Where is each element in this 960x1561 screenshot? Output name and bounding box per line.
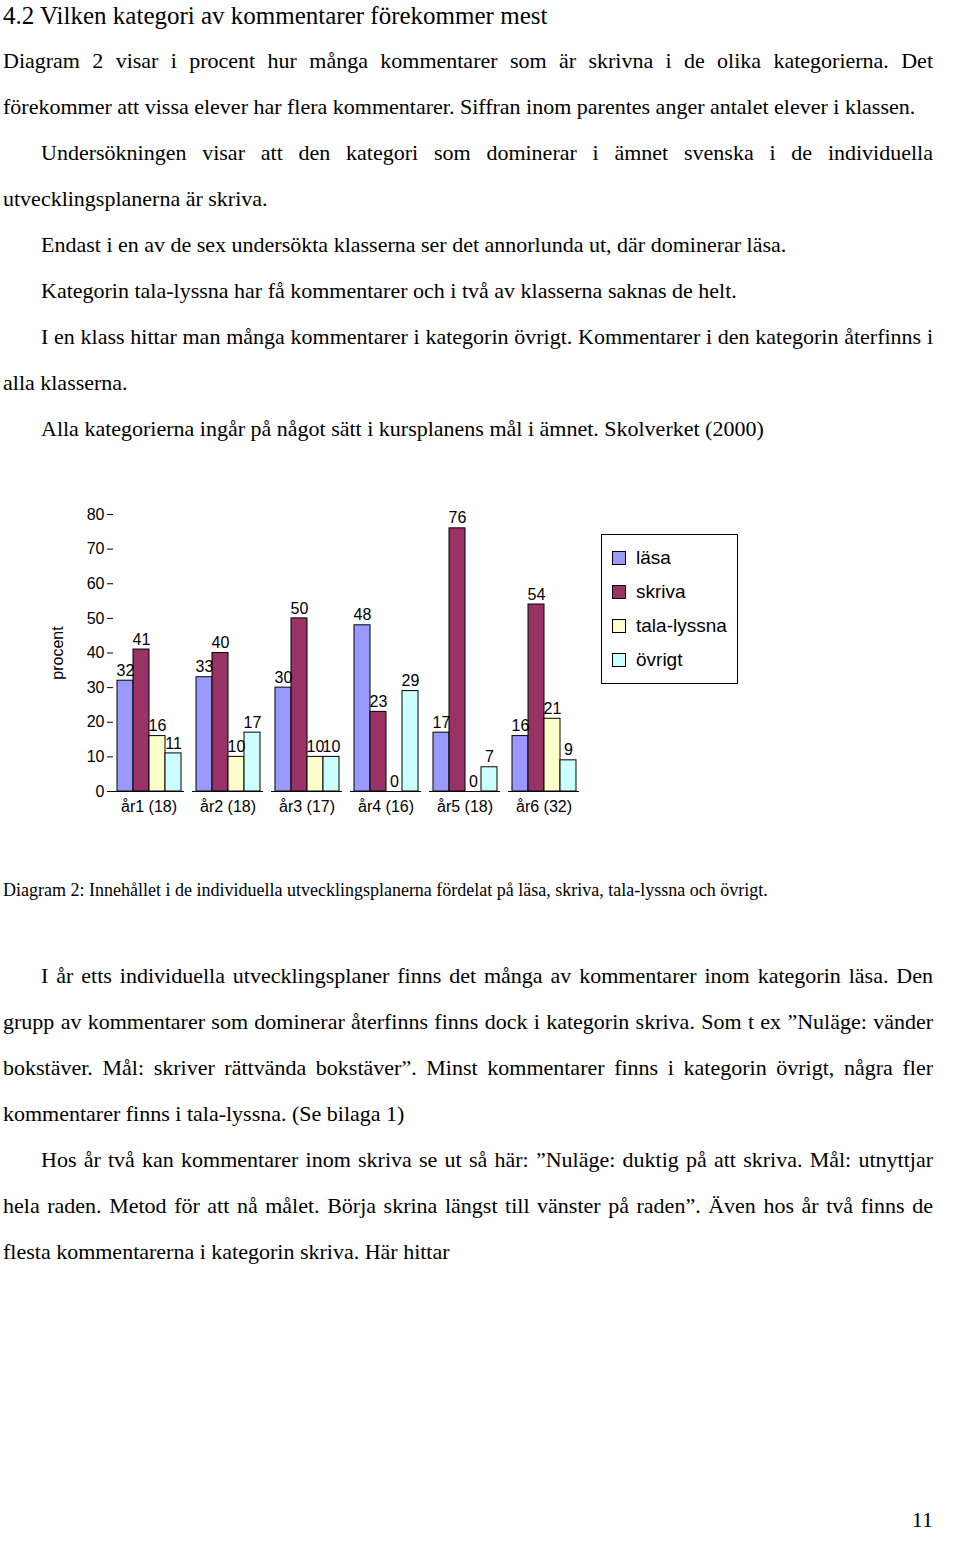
svg-text:70: 70 (87, 540, 105, 557)
svg-text:10: 10 (87, 748, 105, 765)
html-text:11: 11 (911, 1507, 933, 1532)
svg-text:41: 41 (133, 631, 151, 648)
html-text:Kategorin tala-lyssna har få k: Kategorin tala-lyssna har få kommentarer… (41, 278, 737, 303)
html-text:Endast i en av de sex undersök: Endast i en av de sex undersökta klasser… (41, 232, 787, 257)
svg-text:48: 48 (354, 606, 372, 623)
svg-text:9: 9 (564, 741, 573, 758)
svg-text:17: 17 (433, 714, 451, 731)
svg-text:0: 0 (96, 783, 105, 800)
svg-text:10: 10 (306, 738, 325, 755)
svg-text:år3 (17): år3 (17) (279, 798, 335, 815)
svg-text:32: 32 (117, 662, 135, 679)
svg-text:10: 10 (228, 738, 246, 755)
svg-text:20: 20 (87, 713, 105, 730)
html-text:4.2 Vilken kategori av komment: 4.2 Vilken kategori av kommentarer förek… (3, 2, 548, 29)
html-text:Alla kategorierna ingår på någ: Alla kategorierna ingår på något sätt i … (41, 416, 764, 441)
svg-text:17: 17 (244, 714, 262, 731)
svg-text:16: 16 (512, 717, 530, 734)
svg-text:0: 0 (390, 773, 399, 790)
html-text:läsa: läsa (636, 546, 671, 568)
svg-text:11: 11 (165, 735, 182, 752)
svg-text:år4 (16): år4 (16) (358, 798, 414, 815)
svg-text:33: 33 (196, 658, 214, 675)
svg-text:40: 40 (212, 634, 230, 651)
svg-text:år5 (18): år5 (18) (437, 798, 493, 815)
svg-text:54: 54 (528, 586, 546, 603)
svg-text:år2 (18): år2 (18) (200, 798, 256, 815)
svg-text:50: 50 (87, 609, 105, 626)
svg-text:29: 29 (402, 672, 420, 689)
html-text:tala-lyssna: tala-lyssna (636, 614, 727, 636)
html-text:Undersökningen visar att den k: Undersökningen visar att den kategori so… (3, 140, 933, 211)
svg-text:7: 7 (485, 748, 494, 765)
svg-text:10: 10 (323, 738, 341, 755)
svg-text:år6 (32): år6 (32) (516, 798, 572, 815)
svg-text:76: 76 (449, 509, 467, 526)
svg-text:60: 60 (87, 575, 105, 592)
html-text:Hos år två kan kommentarer ino: Hos år två kan kommentarer inom skriva s… (3, 1147, 933, 1264)
svg-text:procent: procent (49, 626, 66, 680)
svg-text:0: 0 (469, 773, 478, 790)
html-text:skriva: skriva (636, 580, 686, 602)
svg-text:21: 21 (544, 700, 562, 717)
svg-text:30: 30 (87, 679, 105, 696)
svg-text:år1 (18): år1 (18) (121, 798, 177, 815)
svg-text:40: 40 (87, 644, 105, 661)
html-text:I en klass hittar man många ko: I en klass hittar man många kommentarer … (3, 324, 933, 395)
html-text:Diagram 2: Innehållet i de ind: Diagram 2: Innehållet i de individuella … (3, 880, 768, 900)
svg-text:16: 16 (149, 717, 167, 734)
svg-text:23: 23 (370, 693, 388, 710)
svg-text:30: 30 (275, 669, 293, 686)
html-text:övrigt: övrigt (636, 648, 683, 670)
svg-text:80: 80 (87, 506, 105, 523)
html-text:Diagram 2 visar i procent hur: Diagram 2 visar i procent hur många komm… (3, 48, 933, 119)
html-text:I år etts individuella utveckl: I år etts individuella utvecklingsplaner… (3, 963, 933, 1126)
svg-text:50: 50 (291, 599, 309, 616)
